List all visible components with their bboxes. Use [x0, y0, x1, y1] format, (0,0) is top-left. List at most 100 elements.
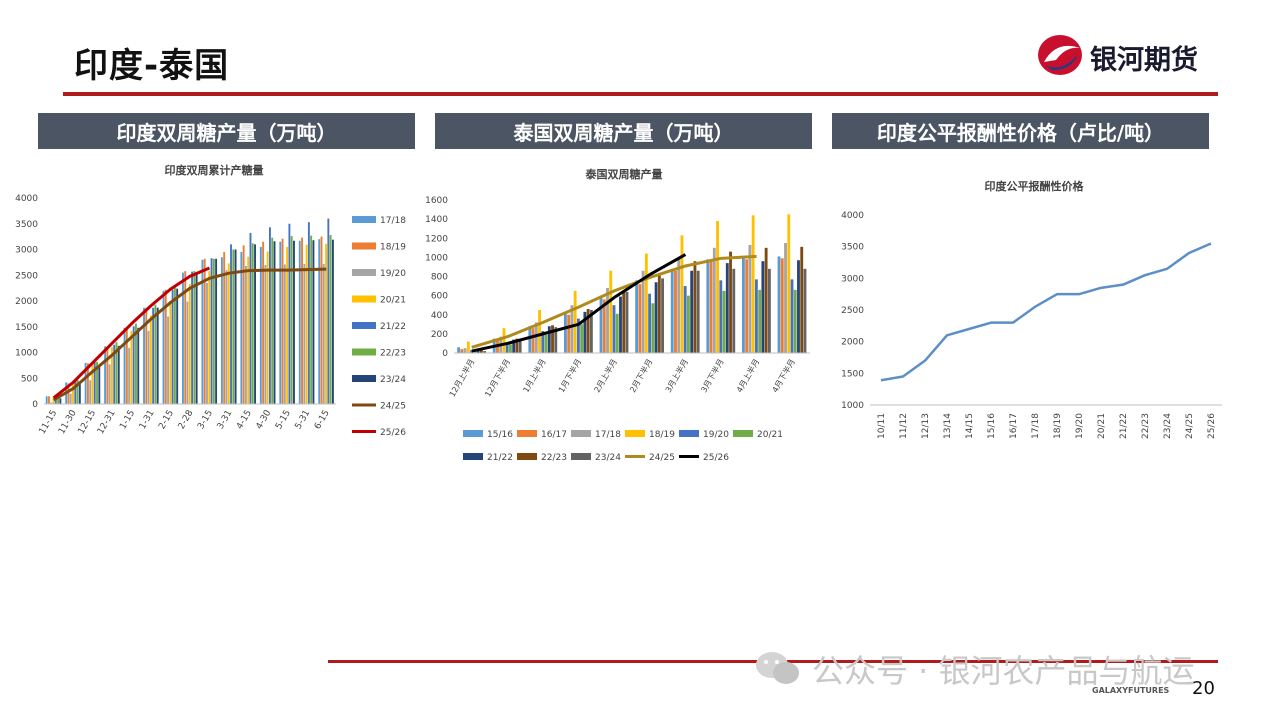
legend-label: 25/26 [380, 428, 406, 438]
bar [748, 244, 752, 353]
bar [515, 338, 519, 353]
legend-label: 24/25 [649, 453, 675, 463]
bar [173, 287, 176, 404]
legend-label: 21/22 [487, 453, 513, 463]
bar [322, 263, 325, 404]
x-tick-label: 2月上半月 [592, 357, 619, 394]
legend-label: 25/26 [703, 453, 729, 463]
bar [86, 363, 89, 404]
x-tick-label: 11-30 [57, 408, 79, 436]
bar [654, 282, 658, 353]
y-tick-label: 1000 [15, 349, 38, 359]
bar [230, 244, 232, 404]
bar [793, 289, 797, 353]
bar [787, 214, 791, 353]
x-tick-label: 2月下半月 [627, 357, 654, 394]
bar [186, 301, 189, 404]
bar [137, 327, 140, 404]
bar [709, 261, 713, 353]
legend-label: 23/24 [380, 375, 406, 385]
bar [696, 270, 700, 353]
bar [132, 326, 135, 404]
bar [457, 347, 461, 353]
slide-title: 印度-泰国 [74, 46, 230, 86]
bar [125, 328, 128, 404]
bar [619, 296, 622, 353]
y-tick-label: 800 [431, 273, 448, 283]
bar [262, 241, 265, 404]
legend-label: 22/23 [380, 349, 406, 359]
y-tick-label: 1000 [841, 401, 864, 411]
legend-swatch [352, 375, 376, 382]
bar [602, 299, 606, 353]
chart-title: 印度公平报酬性价格 [985, 179, 1085, 193]
bar [505, 342, 509, 353]
bar [193, 271, 196, 404]
bar [188, 284, 191, 404]
bar [687, 295, 690, 353]
bar [674, 270, 677, 353]
legend-swatch [571, 430, 591, 437]
bar [143, 307, 145, 404]
logo-emblem-icon [1038, 35, 1082, 75]
bar [305, 244, 308, 404]
bar [512, 339, 516, 353]
bar [534, 322, 538, 353]
bar [154, 304, 157, 404]
legend-label: 17/18 [380, 216, 406, 226]
bar [264, 264, 267, 404]
x-tick-label: 3月上半月 [663, 357, 690, 394]
bar [149, 315, 152, 404]
bar [677, 257, 681, 353]
legend-label: 22/23 [541, 453, 567, 463]
y-tick-label: 500 [21, 374, 38, 384]
y-tick-label: 0 [442, 349, 448, 359]
legend-swatch [679, 430, 699, 437]
bar [466, 341, 470, 353]
x-tick-label: 4-15 [235, 409, 254, 432]
bar [208, 271, 211, 404]
bar [331, 239, 334, 404]
bar [502, 328, 506, 353]
bar [115, 342, 118, 404]
legend-label: 18/19 [380, 243, 406, 253]
legend-swatch [571, 453, 591, 460]
bar [625, 291, 629, 353]
legend-swatch [463, 430, 483, 437]
bar [266, 251, 269, 404]
bar [784, 243, 787, 353]
bar [147, 330, 150, 404]
x-tick-label: 4月下半月 [770, 357, 797, 394]
bar [780, 258, 784, 353]
bar [538, 309, 541, 353]
legend-swatch [352, 348, 376, 356]
bar [706, 259, 710, 353]
x-tick-label: 10/11 [877, 413, 887, 439]
top-divider [63, 92, 1218, 96]
bar [460, 349, 464, 353]
x-tick-label: 12-15 [77, 409, 99, 437]
bar [531, 328, 535, 353]
india-production-chart: 印度双周累计产糖量 0 500 1000 1500 2000 2500 3000 3500 400… [15, 163, 406, 438]
bar [98, 365, 101, 404]
bar [790, 279, 794, 353]
bar [800, 246, 804, 353]
bar [184, 271, 187, 404]
panel-header-thailand-production: 泰国双周糖产量（万吨） [435, 113, 812, 149]
bar [93, 362, 96, 404]
x-tick-label: 15/16 [987, 413, 997, 439]
bar [164, 289, 167, 404]
logo-text: 银河期货 [1090, 45, 1198, 76]
bar [117, 345, 120, 404]
bar [152, 307, 155, 404]
bar [234, 249, 237, 404]
bar [191, 271, 194, 404]
bar [670, 268, 674, 353]
x-tick-label: 23/24 [1163, 413, 1173, 439]
bar [45, 396, 48, 404]
bar [279, 241, 282, 404]
bar [599, 295, 603, 353]
bar [281, 238, 284, 404]
bar [271, 237, 274, 404]
bar [176, 288, 179, 404]
